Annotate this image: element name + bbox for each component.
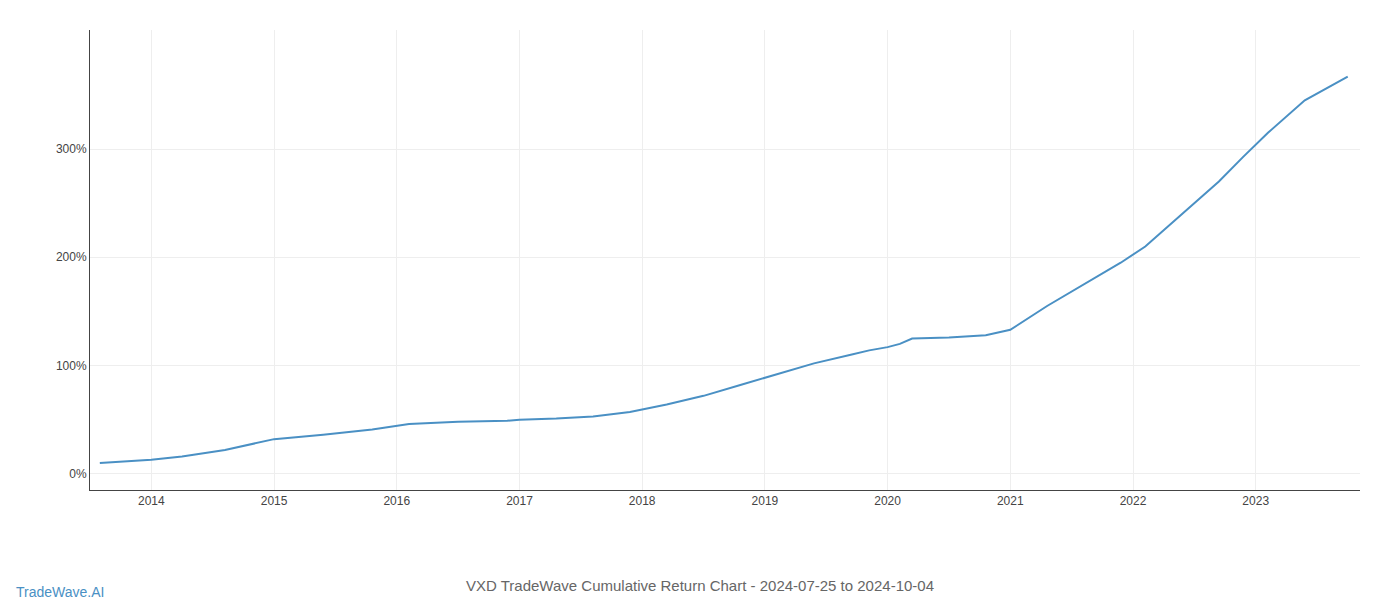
svg-text:2015: 2015 [261, 494, 288, 508]
svg-text:2019: 2019 [752, 494, 779, 508]
svg-text:2018: 2018 [629, 494, 656, 508]
svg-text:TradeWave.AI: TradeWave.AI [16, 584, 104, 600]
svg-text:200%: 200% [56, 250, 87, 264]
svg-text:300%: 300% [56, 142, 87, 156]
svg-text:2021: 2021 [997, 494, 1024, 508]
svg-text:2022: 2022 [1120, 494, 1147, 508]
svg-text:VXD TradeWave Cumulative Retur: VXD TradeWave Cumulative Return Chart - … [466, 577, 934, 594]
svg-text:0%: 0% [69, 467, 87, 481]
svg-text:2014: 2014 [138, 494, 165, 508]
svg-text:100%: 100% [56, 359, 87, 373]
svg-text:2017: 2017 [506, 494, 533, 508]
svg-text:2016: 2016 [383, 494, 410, 508]
svg-text:2023: 2023 [1242, 494, 1269, 508]
svg-text:2020: 2020 [874, 494, 901, 508]
